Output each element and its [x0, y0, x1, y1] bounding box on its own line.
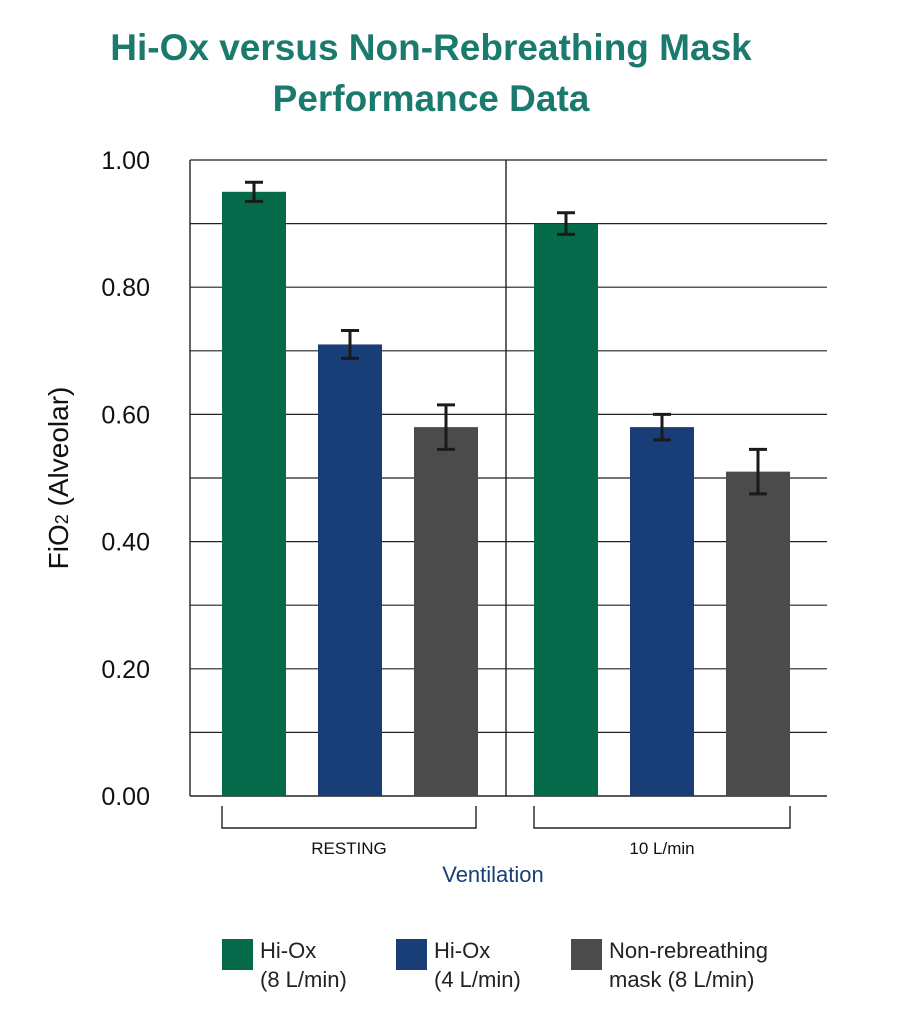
chart-title-line-1: Hi-Ox versus Non-Rebreathing Mask	[110, 27, 752, 68]
bar	[534, 223, 598, 797]
legend-label-line-1: Hi-Ox	[434, 938, 491, 963]
y-tick-label: 1.00	[101, 147, 150, 175]
bar	[318, 344, 382, 796]
legend-label-line-2: (4 L/min)	[434, 967, 521, 992]
category-bracket	[221, 806, 477, 829]
y-tick-labels: 0.00 0.20 0.40 0.60 0.80 1.00	[101, 147, 150, 811]
legend-swatch-hi-ox-8	[222, 939, 253, 970]
gridlines	[190, 159, 827, 734]
y-axis-label-main: FiO	[43, 524, 74, 569]
y-tick-label: 0.00	[101, 783, 150, 811]
category-label: RESTING	[311, 839, 387, 858]
bar	[414, 427, 478, 796]
legend-label-line-2: (8 L/min)	[260, 967, 347, 992]
category-label: 10 L/min	[629, 839, 694, 858]
y-tick-label: 0.20	[101, 656, 150, 684]
y-tick-label: 0.80	[101, 274, 150, 302]
legend-label-line-1: Hi-Ox	[260, 938, 317, 963]
error-bars	[245, 180, 767, 496]
legend-label-line-2: mask (8 L/min)	[609, 967, 755, 992]
legend-label-line-1: Non-rebreathing	[609, 938, 768, 963]
bar	[630, 427, 694, 796]
legend-swatch-non-rebreathing	[571, 939, 602, 970]
legend-swatch-hi-ox-4	[396, 939, 427, 970]
bar	[726, 471, 790, 796]
bars	[222, 191, 790, 797]
x-axis-label: Ventilation	[442, 862, 544, 887]
bar	[222, 191, 286, 797]
y-tick-label: 0.60	[101, 401, 150, 429]
y-axis-label-rest: (Alveolar)	[43, 387, 74, 515]
bar-chart: 0.00 0.20 0.40 0.60 0.80 1.00 RESTING 10 L/min…	[43, 147, 827, 887]
chart-title: Hi-Ox versus Non-Rebreathing Mask Perfor…	[0, 22, 862, 124]
axes	[189, 160, 827, 797]
y-axis-label: FiO2 (Alveolar)	[43, 387, 74, 570]
category-bracket	[533, 806, 791, 829]
y-tick-label: 0.40	[101, 529, 150, 557]
chart-title-line-2: Performance Data	[272, 78, 590, 119]
category-labels: RESTING 10 L/min	[221, 806, 791, 858]
y-axis-label-subscript: 2	[52, 514, 72, 524]
